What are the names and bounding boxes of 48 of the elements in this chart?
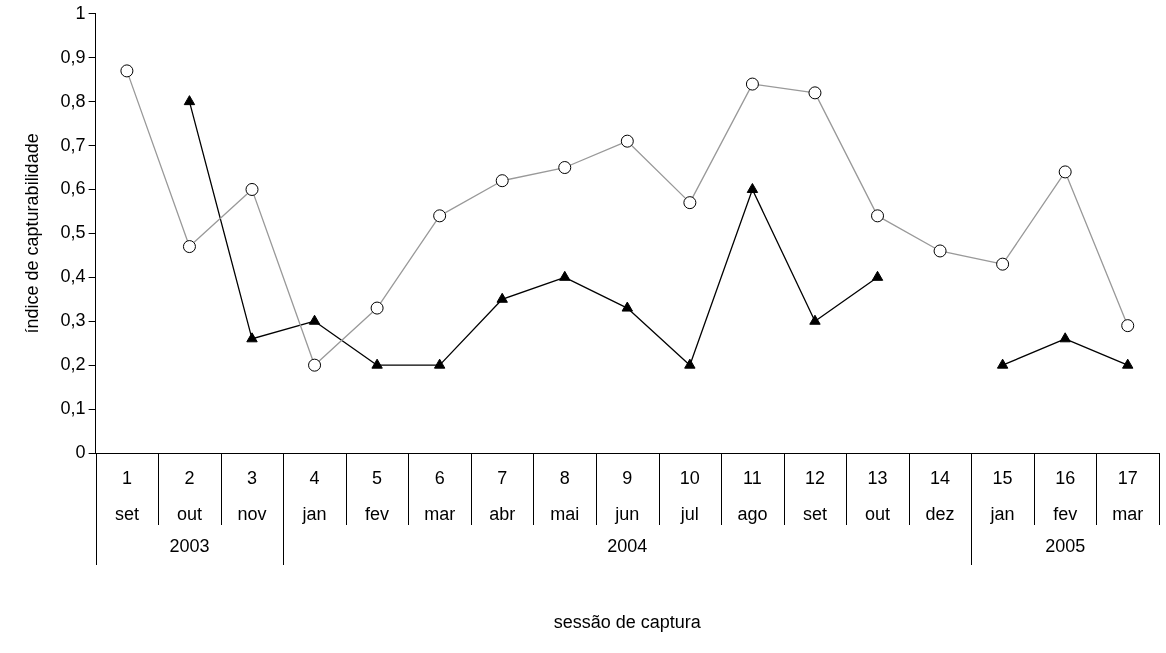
point <box>871 270 884 281</box>
text: 2005 <box>1045 535 1086 556</box>
y-tick-label: 0,5 <box>60 222 86 243</box>
y-tick-label: 0,4 <box>60 266 86 287</box>
x-tick-label: 9 jun <box>614 467 640 524</box>
x-tick-label: 5 fev <box>365 467 390 524</box>
x-tick-label: 12 set <box>802 467 827 524</box>
y-tick-label: 0,9 <box>60 46 86 67</box>
point <box>684 358 696 369</box>
y-tick-label: 0,2 <box>60 354 86 375</box>
x-tick-label: 11 ago <box>737 467 768 524</box>
x-tick-label: 6 mar <box>424 467 456 524</box>
x-tick-label: 3 nov <box>237 467 267 524</box>
x-tick-label: 14 dez <box>925 467 955 524</box>
y-tick-label: 0 <box>75 441 86 462</box>
point <box>433 358 446 369</box>
text: 2003 <box>169 535 210 556</box>
text: 2004 <box>607 535 648 556</box>
x-tick-label: 10 jul <box>679 467 700 524</box>
x-tick-label: 7 abr <box>489 467 516 524</box>
point <box>496 292 508 303</box>
x-axis-title: sessão de captura <box>553 611 702 632</box>
y-tick-label: 1 <box>75 2 86 23</box>
x-tick-label: 17 mar <box>1112 467 1144 524</box>
point <box>1059 332 1071 343</box>
x-tick-label: 1 set <box>114 467 139 524</box>
y-axis-title: índice de capturabilidade <box>21 133 42 334</box>
point <box>746 182 759 193</box>
x-tick-label: 16 fev <box>1053 467 1078 524</box>
point <box>559 270 571 281</box>
point <box>183 95 196 106</box>
x-tick-label: 2 out <box>176 467 202 524</box>
x-tick-label: 13 out <box>865 467 891 524</box>
point <box>308 314 321 325</box>
y-tick-label: 0,8 <box>60 90 86 111</box>
point <box>621 301 634 312</box>
x-tick-label: 4 jan <box>301 467 327 524</box>
x-tick-label: 15 jan <box>989 467 1015 524</box>
point <box>809 314 821 325</box>
point <box>371 358 383 369</box>
y-tick-label: 0,3 <box>60 310 86 331</box>
y-tick-label: 0,7 <box>60 134 86 155</box>
point <box>1122 358 1134 369</box>
y-tick-label: 0,6 <box>60 178 86 199</box>
point <box>996 358 1009 369</box>
point <box>246 332 258 343</box>
y-tick-label: 0,1 <box>60 398 86 419</box>
x-tick-label: 8 mai <box>550 467 580 524</box>
